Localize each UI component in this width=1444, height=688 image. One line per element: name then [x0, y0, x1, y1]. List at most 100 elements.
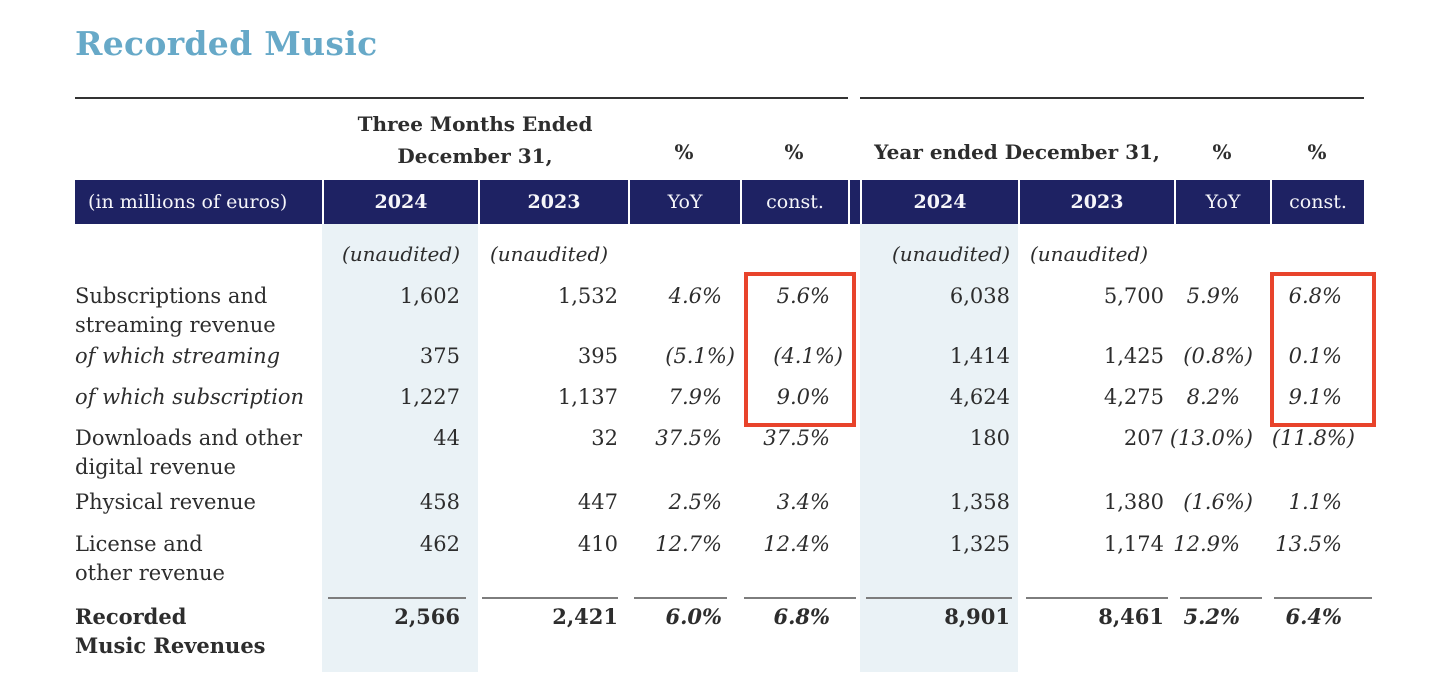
- value: 447: [577, 490, 618, 514]
- value-cell: 1,174: [1018, 530, 1174, 598]
- col-header-year-2024: 2024: [860, 180, 1018, 224]
- value: 12.9%: [1173, 532, 1240, 556]
- col-header-year-const: const.: [1270, 180, 1364, 224]
- value-cell: (0.8%): [1174, 342, 1270, 383]
- value: 7.9%: [668, 385, 722, 409]
- percent-header-quarter-const: %: [740, 97, 848, 180]
- col-header-quarter-const: const.: [740, 180, 848, 224]
- value-cell: 1,325: [860, 530, 1018, 598]
- value: 12.4%: [763, 532, 830, 556]
- value-cell: 5.2%: [1174, 598, 1270, 672]
- row-label: of which subscription: [75, 385, 305, 409]
- value-cell: 1,227: [322, 383, 478, 424]
- value-cell: 395: [478, 342, 628, 383]
- value-cell: 8,461: [1018, 598, 1174, 672]
- subtotal-rule: [1180, 597, 1262, 599]
- value: 8.2%: [1186, 385, 1240, 409]
- value: 9.0%: [776, 385, 830, 409]
- value-cell: (13.0%): [1170, 424, 1270, 488]
- subtotal-rule: [328, 597, 466, 599]
- unaudited-note-year-2023: (unaudited): [1030, 242, 1149, 266]
- value: 395: [577, 344, 618, 368]
- value-cell: 207: [1018, 424, 1174, 488]
- value: 6,038: [949, 284, 1010, 308]
- subtotal-rule: [1026, 597, 1168, 599]
- value: 1,137: [557, 385, 618, 409]
- subtotal-rule: [482, 597, 618, 599]
- value: 8,461: [1098, 604, 1164, 629]
- value: 1,227: [399, 385, 460, 409]
- value-cell: 9.1%: [1270, 383, 1364, 424]
- subtotal-rule: [744, 597, 856, 599]
- value: 1,358: [949, 490, 1010, 514]
- column-gap: [848, 224, 860, 272]
- value: 458: [419, 490, 460, 514]
- value-cell: (5.1%): [628, 342, 740, 383]
- value: 9.1%: [1288, 385, 1342, 409]
- value: 2,421: [552, 604, 618, 629]
- value-cell: 7.9%: [628, 383, 740, 424]
- value: 180: [969, 426, 1010, 450]
- value-cell: 1,425: [1018, 342, 1174, 383]
- value-cell: 37.5%: [628, 424, 740, 488]
- value: 13.5%: [1275, 532, 1342, 556]
- period-header-year: Year ended December 31,: [860, 97, 1174, 180]
- value-cell: 5.9%: [1174, 272, 1270, 342]
- value-cell: 6,038: [860, 272, 1018, 342]
- row-label: of which streaming: [75, 344, 281, 368]
- value-cell: 5.6%: [740, 272, 848, 342]
- value: 3.4%: [776, 490, 830, 514]
- value-cell: 6.0%: [628, 598, 740, 672]
- value-cell: 8.2%: [1174, 383, 1270, 424]
- revenue-table: Three Months Ended December 31, % % Year…: [75, 97, 1364, 672]
- value-cell: 6.8%: [1270, 272, 1364, 342]
- page-title: Recorded Music: [75, 24, 378, 63]
- value: 5.9%: [1186, 284, 1240, 308]
- column-gap: [848, 530, 860, 598]
- value-cell: 1.1%: [1270, 488, 1364, 530]
- value-cell: (1.6%): [1174, 488, 1270, 530]
- row-label: License and other revenue: [75, 532, 225, 585]
- value: 1,602: [399, 284, 460, 308]
- value: 2,566: [394, 604, 460, 629]
- subtotal-rule: [866, 597, 1012, 599]
- const-highlight-box-year: [1270, 272, 1376, 427]
- column-gap: [848, 97, 860, 180]
- value: 4,624: [949, 385, 1010, 409]
- value-cell: 1,602: [322, 272, 478, 342]
- value-cell: 3.4%: [740, 488, 848, 530]
- value: 0.1%: [1288, 344, 1342, 368]
- col-header-quarter-2024: 2024: [322, 180, 478, 224]
- value-cell: 44: [322, 424, 478, 488]
- value: 1.1%: [1288, 490, 1342, 514]
- value: 1,380: [1103, 490, 1164, 514]
- value: 462: [419, 532, 460, 556]
- value: 6.8%: [1288, 284, 1342, 308]
- value-cell: 4.6%: [628, 272, 740, 342]
- value-cell: 1,532: [478, 272, 628, 342]
- empty-cell: [1174, 224, 1270, 272]
- period-header-quarter-line2: December 31,: [397, 144, 553, 168]
- value-cell: 1,380: [1018, 488, 1174, 530]
- value: 5.6%: [776, 284, 830, 308]
- value: 1,325: [949, 532, 1010, 556]
- const-highlight-box-quarter: [744, 272, 856, 427]
- value-cell: (4.1%): [740, 342, 848, 383]
- period-header-quarter-line1: Three Months Ended: [357, 112, 593, 136]
- value: 6.8%: [773, 604, 831, 629]
- value: 2.5%: [668, 490, 722, 514]
- empty-cell: [628, 224, 740, 272]
- row-label: Physical revenue: [75, 490, 256, 514]
- value: 6.0%: [665, 604, 723, 629]
- value-cell: 4,275: [1018, 383, 1174, 424]
- period-header-quarter: Three Months Ended December 31,: [75, 97, 628, 180]
- value: (4.1%): [773, 344, 843, 368]
- value: 37.5%: [655, 426, 722, 450]
- empty-cell: [740, 224, 848, 272]
- value: (11.8%): [1271, 426, 1355, 450]
- value-cell: 447: [478, 488, 628, 530]
- value-cell: 9.0%: [740, 383, 848, 424]
- column-gap: [848, 424, 860, 488]
- value-cell: 8,901: [860, 598, 1018, 672]
